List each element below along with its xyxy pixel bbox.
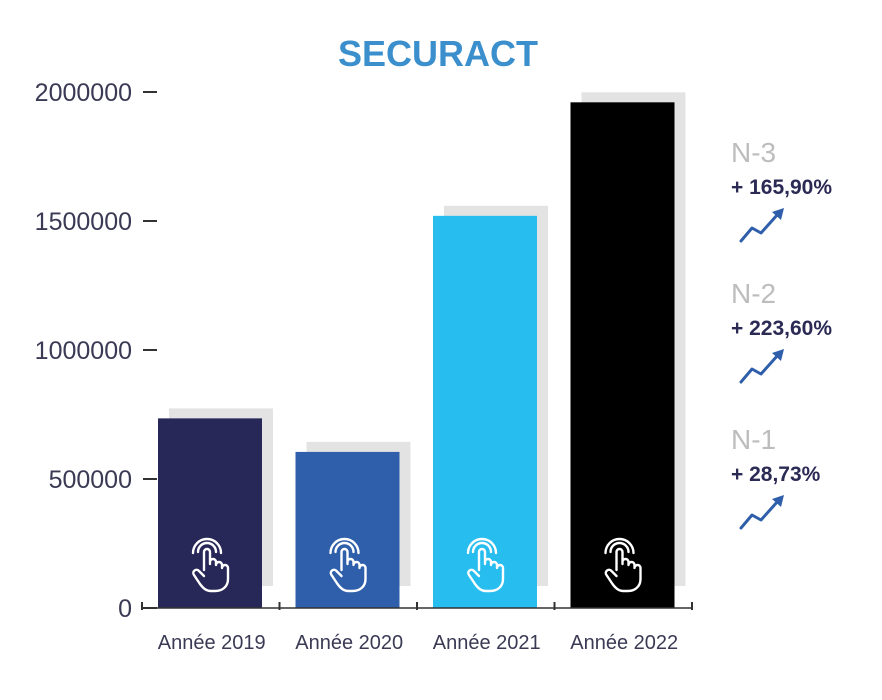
x-tick-label: Année 2020 bbox=[295, 632, 403, 654]
trend-up-icon bbox=[739, 208, 784, 243]
x-axis: Année 2019 Année 2020 Année 2021 Année 2022 bbox=[141, 602, 693, 654]
pointing-hand-icon bbox=[329, 537, 367, 593]
chart-title: SECURACT bbox=[338, 33, 538, 74]
growth-annotation: N-1 + 28,73% bbox=[731, 424, 821, 530]
annotation-growth-value: + 28,73% bbox=[731, 463, 821, 486]
growth-annotations: N-3 + 165,90% N-2 + 223,60% N-1 + 28,73% bbox=[731, 137, 832, 530]
bar[interactable] bbox=[570, 102, 675, 608]
bars bbox=[158, 92, 686, 608]
pointing-hand-icon bbox=[466, 537, 505, 593]
pointing-hand-icon bbox=[191, 537, 230, 593]
annotation-period-label: N-2 bbox=[731, 278, 776, 309]
bar-group[interactable] bbox=[158, 408, 273, 608]
bar[interactable] bbox=[295, 451, 400, 608]
annotation-growth-value: + 223,60% bbox=[731, 317, 832, 340]
bar[interactable] bbox=[158, 418, 262, 608]
y-tick-label: 500000 bbox=[49, 466, 132, 494]
trend-up-icon bbox=[739, 495, 784, 530]
x-tick-label: Année 2021 bbox=[433, 632, 541, 654]
trend-up-icon bbox=[739, 349, 784, 384]
pointing-hand-icon bbox=[604, 537, 642, 593]
annotation-period-label: N-1 bbox=[731, 424, 776, 455]
bar-group[interactable] bbox=[295, 441, 411, 608]
bar-group[interactable] bbox=[433, 205, 548, 608]
annotation-period-label: N-3 bbox=[731, 137, 776, 168]
y-tick-label: 0 bbox=[118, 595, 132, 623]
bar-group[interactable] bbox=[570, 92, 686, 608]
annotation-growth-value: + 165,90% bbox=[731, 176, 832, 199]
y-tick-label: 1500000 bbox=[35, 208, 132, 236]
y-tick-label: 2000000 bbox=[35, 79, 132, 107]
x-tick-label: Année 2022 bbox=[570, 632, 678, 654]
y-axis: 0 500000 1000000 1500000 2000000 bbox=[35, 79, 157, 623]
x-tick-label: Année 2019 bbox=[158, 632, 266, 654]
growth-annotation: N-2 + 223,60% bbox=[731, 278, 832, 384]
y-tick-label: 1000000 bbox=[35, 337, 132, 365]
growth-annotation: N-3 + 165,90% bbox=[731, 137, 832, 243]
